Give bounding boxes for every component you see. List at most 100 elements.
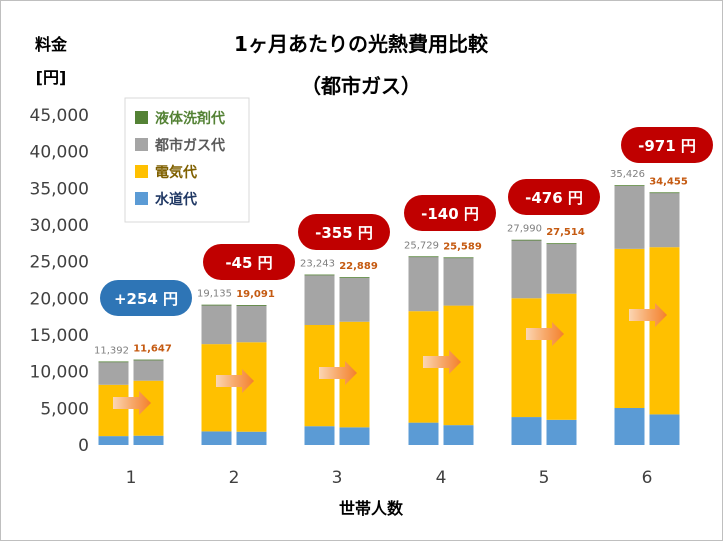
total-label-right: 11,647	[133, 344, 172, 355]
x-tick-label: 5	[539, 468, 550, 488]
bar-segment	[408, 256, 439, 258]
difference-label: -140 円	[421, 205, 479, 223]
chart-subtitle: （都市ガス）	[301, 74, 421, 98]
bar-segment	[443, 425, 474, 445]
bar-segment	[546, 243, 577, 294]
difference-badge	[621, 127, 713, 163]
x-tick-label: 6	[642, 468, 653, 488]
bar-segment	[98, 361, 129, 363]
bar-segment	[408, 422, 439, 445]
bar-segment	[614, 185, 645, 249]
difference-label: -45 円	[225, 254, 272, 272]
difference-badge	[298, 214, 390, 250]
y-axis-label-line1: 料金	[35, 35, 68, 54]
y-tick-label: 35,000	[30, 179, 89, 199]
bar-segment	[511, 240, 542, 299]
legend-swatch	[135, 165, 148, 178]
bar-segment	[546, 293, 577, 420]
legend-label: 電気代	[155, 164, 197, 181]
total-label-left: 27,990	[507, 224, 542, 235]
total-label-right: 22,889	[339, 261, 378, 272]
difference-badge	[203, 244, 295, 280]
trend-arrow	[216, 369, 254, 393]
bar-segment	[614, 248, 645, 408]
y-tick-label: 30,000	[30, 216, 89, 236]
bar-segment	[304, 275, 335, 326]
bar-segment	[201, 344, 232, 432]
difference-label: -971 円	[638, 137, 696, 155]
trend-arrow	[526, 322, 564, 346]
total-label-left: 23,243	[300, 259, 335, 270]
y-tick-label: 0	[78, 436, 89, 456]
difference-label: +254 円	[114, 290, 178, 308]
bar-segment	[236, 305, 267, 343]
legend-label: 都市ガス代	[154, 137, 225, 154]
y-tick-label: 10,000	[30, 363, 89, 383]
bar-segment	[649, 192, 680, 194]
total-label-left: 35,426	[610, 169, 645, 180]
chart-title: 1ヶ月あたりの光熱費用比較	[234, 32, 489, 56]
bar-segment	[133, 360, 164, 381]
difference-label: -355 円	[315, 224, 373, 242]
bar-segment	[339, 277, 370, 278]
bar-segment	[511, 298, 542, 418]
bar-segment	[98, 436, 129, 445]
bar-segment	[614, 407, 645, 445]
y-tick-label: 40,000	[30, 143, 89, 163]
x-tick-label: 2	[229, 468, 240, 488]
bar-segment	[201, 305, 232, 345]
y-tick-label: 5,000	[40, 399, 89, 419]
bar-segment	[98, 362, 129, 385]
bar-segment	[201, 304, 232, 306]
y-tick-label: 20,000	[30, 289, 89, 309]
total-label-right: 19,091	[236, 289, 275, 300]
total-label-left: 25,729	[404, 240, 439, 251]
bar-segment	[133, 435, 164, 445]
bar-segment	[443, 257, 474, 306]
bar-segment	[339, 427, 370, 445]
bar-segment	[511, 417, 542, 445]
bar-segment	[649, 247, 680, 415]
x-tick-label: 4	[436, 468, 447, 488]
difference-badge	[404, 195, 496, 231]
trend-arrow	[113, 391, 151, 415]
y-tick-label: 15,000	[30, 326, 89, 346]
bar-segment	[511, 239, 542, 241]
difference-badge	[100, 280, 192, 316]
bar-segment	[304, 426, 335, 445]
bar-segment	[98, 384, 129, 437]
trend-arrow	[629, 303, 667, 327]
bar-segment	[236, 431, 267, 445]
difference-badge	[508, 179, 600, 215]
y-tick-label: 25,000	[30, 253, 89, 273]
legend-label: 水道代	[155, 191, 197, 208]
bar-segment	[546, 419, 577, 445]
legend-swatch	[135, 111, 148, 124]
bar-segment	[546, 243, 577, 245]
x-axis-label: 世帯人数	[339, 499, 404, 518]
y-tick-label: 45,000	[30, 106, 89, 126]
bar-segment	[649, 192, 680, 248]
trend-arrow	[319, 361, 357, 385]
total-label-left: 19,135	[197, 289, 232, 300]
bar-segment	[614, 185, 645, 187]
y-axis-label-line2: [円]	[36, 68, 67, 87]
x-tick-label: 3	[332, 468, 343, 488]
legend-swatch	[135, 192, 148, 205]
bar-segment	[133, 359, 164, 361]
bar-segment	[408, 256, 439, 312]
bar-segment	[201, 431, 232, 445]
bar-segment	[443, 257, 474, 259]
total-label-right: 25,589	[443, 241, 482, 252]
total-label-right: 27,514	[546, 227, 585, 238]
legend-swatch	[135, 138, 148, 151]
bar-segment	[236, 304, 267, 306]
total-label-left: 11,392	[94, 345, 129, 356]
trend-arrow	[423, 350, 461, 374]
bar-segment	[339, 277, 370, 322]
difference-label: -476 円	[525, 189, 583, 207]
bar-segment	[304, 274, 335, 276]
